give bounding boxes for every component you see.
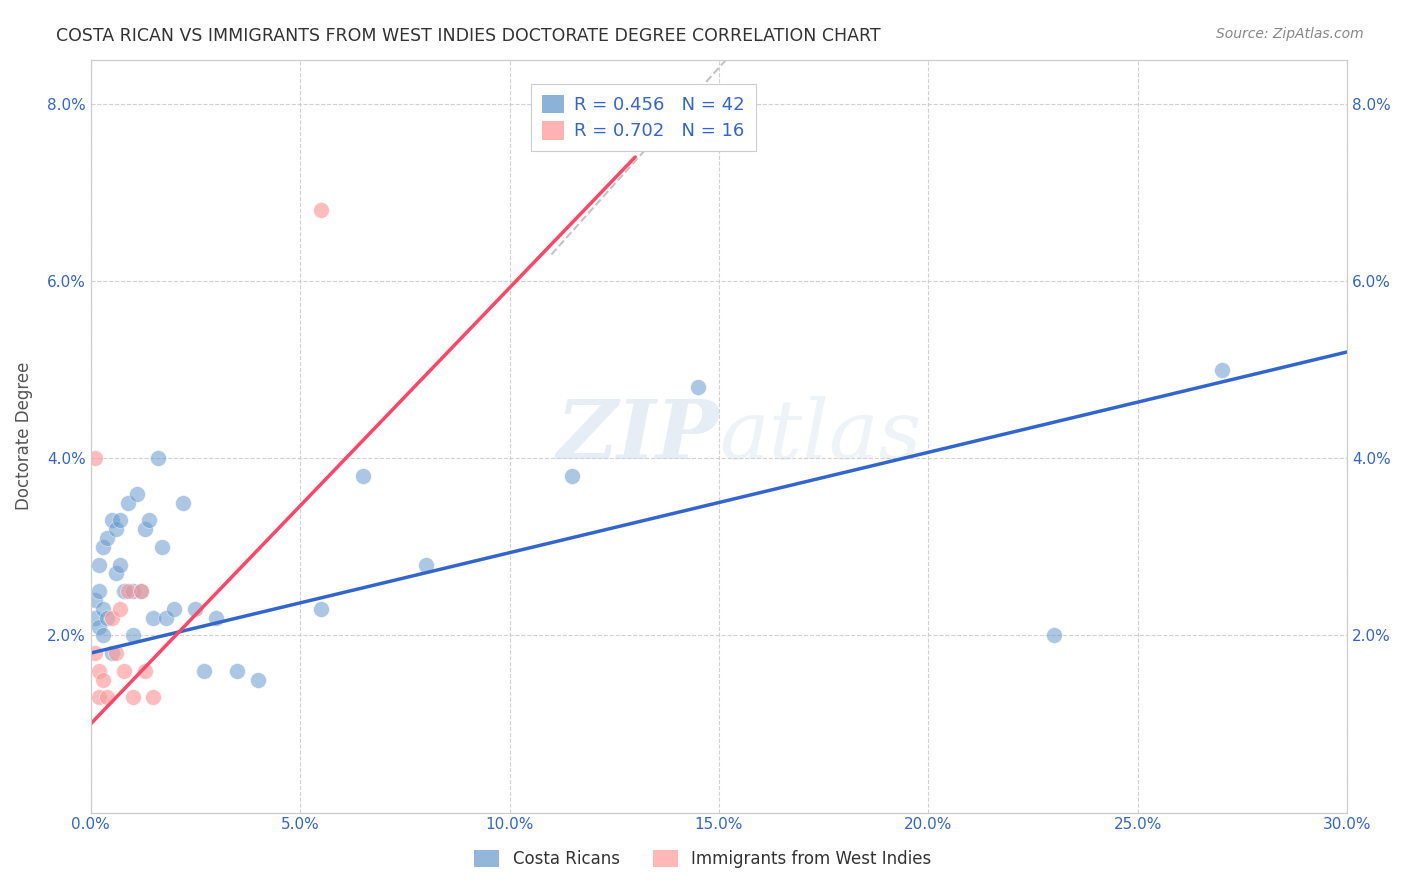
- Text: atlas: atlas: [718, 396, 921, 476]
- Point: [247, 673, 270, 687]
- Point: [91, 540, 114, 554]
- Legend: Costa Ricans, Immigrants from West Indies: Costa Ricans, Immigrants from West Indie…: [468, 843, 938, 875]
- Point: [150, 540, 173, 554]
- Point: [91, 628, 114, 642]
- Text: ZIP: ZIP: [557, 396, 718, 476]
- Point: [686, 380, 709, 394]
- Y-axis label: Doctorate Degree: Doctorate Degree: [15, 362, 32, 510]
- Point: [121, 628, 143, 642]
- Point: [1211, 362, 1233, 376]
- Point: [96, 610, 118, 624]
- Point: [134, 522, 156, 536]
- Point: [83, 451, 105, 466]
- Point: [142, 690, 165, 705]
- Text: Source: ZipAtlas.com: Source: ZipAtlas.com: [1216, 27, 1364, 41]
- Point: [163, 602, 186, 616]
- Point: [87, 584, 110, 599]
- Point: [91, 602, 114, 616]
- Point: [83, 610, 105, 624]
- Point: [121, 690, 143, 705]
- Point: [184, 602, 207, 616]
- Point: [83, 646, 105, 660]
- Point: [205, 610, 228, 624]
- Point: [1043, 628, 1066, 642]
- Point: [87, 619, 110, 633]
- Point: [134, 664, 156, 678]
- Point: [415, 558, 437, 572]
- Point: [87, 558, 110, 572]
- Point: [352, 469, 374, 483]
- Point: [138, 513, 160, 527]
- Point: [561, 469, 583, 483]
- Point: [129, 584, 152, 599]
- Point: [104, 522, 127, 536]
- Point: [104, 566, 127, 581]
- Point: [108, 558, 131, 572]
- Point: [96, 690, 118, 705]
- Point: [155, 610, 177, 624]
- Point: [100, 513, 122, 527]
- Point: [125, 486, 148, 500]
- Point: [112, 664, 135, 678]
- Point: [121, 584, 143, 599]
- Point: [226, 664, 249, 678]
- Point: [129, 584, 152, 599]
- Point: [87, 690, 110, 705]
- Point: [193, 664, 215, 678]
- Point: [108, 602, 131, 616]
- Point: [104, 646, 127, 660]
- Point: [91, 673, 114, 687]
- Point: [172, 495, 194, 509]
- Point: [142, 610, 165, 624]
- Point: [146, 451, 169, 466]
- Point: [96, 531, 118, 545]
- Text: COSTA RICAN VS IMMIGRANTS FROM WEST INDIES DOCTORATE DEGREE CORRELATION CHART: COSTA RICAN VS IMMIGRANTS FROM WEST INDI…: [56, 27, 882, 45]
- Point: [309, 602, 332, 616]
- Point: [83, 593, 105, 607]
- Point: [100, 610, 122, 624]
- Point: [100, 646, 122, 660]
- Point: [108, 513, 131, 527]
- Point: [309, 203, 332, 218]
- Point: [117, 584, 139, 599]
- Legend: R = 0.456   N = 42, R = 0.702   N = 16: R = 0.456 N = 42, R = 0.702 N = 16: [531, 84, 756, 152]
- Point: [112, 584, 135, 599]
- Point: [87, 664, 110, 678]
- Point: [117, 495, 139, 509]
